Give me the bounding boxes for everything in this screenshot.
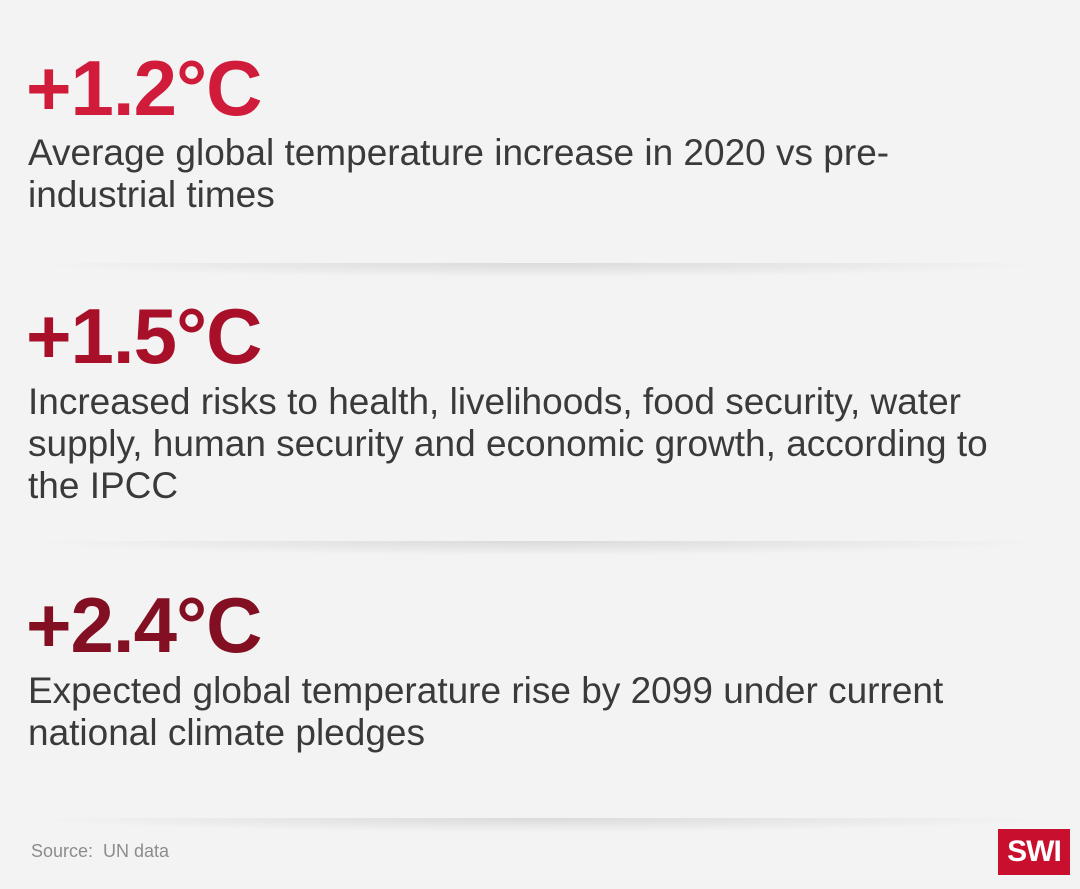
section-divider-2: [40, 541, 1040, 555]
section-divider-3: [40, 818, 1040, 832]
swi-logo-text: SWI: [1007, 835, 1062, 868]
swi-logo: SWI: [998, 829, 1070, 875]
stat-2-value: +1.5°C: [26, 292, 263, 380]
stat-1-description: Average global temperature increase in 2…: [28, 132, 890, 215]
stat-3-description: Expected global temperature rise by 2099…: [28, 670, 944, 753]
stat-2-description: Increased risks to health, livelihoods, …: [28, 381, 988, 506]
stat-1-value: +1.2°C: [26, 44, 263, 132]
stat-3-value: +2.4°C: [26, 581, 263, 669]
section-divider-1: [40, 263, 1040, 277]
source-note: Source: UN data: [31, 841, 170, 861]
